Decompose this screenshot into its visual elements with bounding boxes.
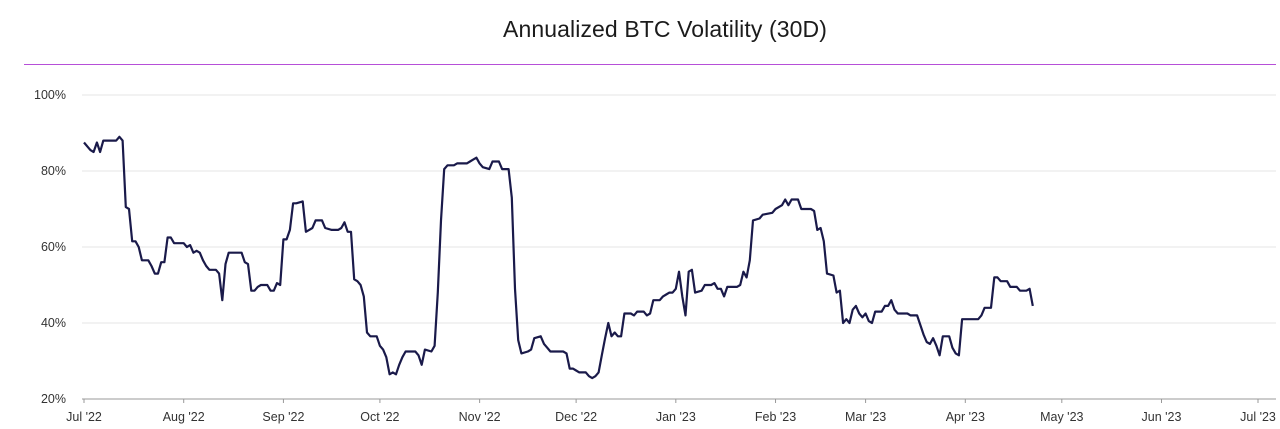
y-tick-label: 20% — [41, 392, 66, 406]
x-tick-label: Jan '23 — [656, 410, 696, 424]
y-tick-label: 80% — [41, 164, 66, 178]
x-tick-label: Jul '23 — [1240, 410, 1276, 424]
x-tick-label: Jul '22 — [66, 410, 102, 424]
x-axis-ticks: Jul '22 Aug '22 Sep '22 Oct '22 Nov '22 Dec '… — [66, 399, 1276, 424]
x-tick-label: Oct '22 — [360, 410, 399, 424]
series-layer — [83, 135, 1034, 380]
chart-title: Annualized BTC Volatility (30D) — [503, 16, 827, 42]
x-tick-label: Aug '22 — [163, 410, 205, 424]
x-tick-label: Mar '23 — [845, 410, 886, 424]
title-divider — [24, 64, 1276, 65]
x-tick-label: Jun '23 — [1142, 410, 1182, 424]
grid-lines — [82, 94, 1276, 400]
y-tick-label: 40% — [41, 316, 66, 330]
x-tick-label: Sep '22 — [262, 410, 304, 424]
y-tick-label: 100% — [34, 88, 66, 102]
x-tick-label: Dec '22 — [555, 410, 597, 424]
x-tick-label: Nov '22 — [459, 410, 501, 424]
y-axis-ticks: 100% 80% 60% 40% 20% — [34, 88, 66, 406]
series-line — [83, 135, 1034, 380]
y-tick-label: 60% — [41, 240, 66, 254]
x-tick-label: Feb '23 — [755, 410, 796, 424]
x-tick-label: Apr '23 — [946, 410, 985, 424]
x-tick-label: May '23 — [1040, 410, 1083, 424]
